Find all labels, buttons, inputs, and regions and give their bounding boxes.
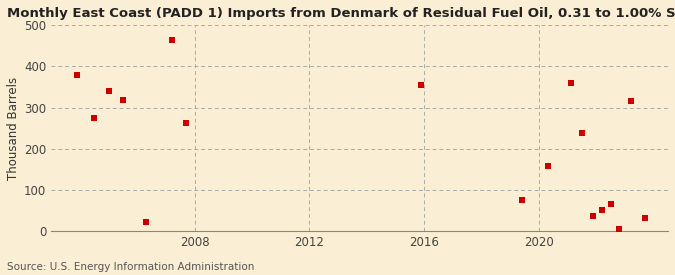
Point <box>181 121 192 125</box>
Point <box>605 202 616 207</box>
Point <box>565 81 576 85</box>
Point <box>640 216 651 220</box>
Point <box>597 208 608 213</box>
Point <box>516 198 527 202</box>
Title: Monthly East Coast (PADD 1) Imports from Denmark of Residual Fuel Oil, 0.31 to 1: Monthly East Coast (PADD 1) Imports from… <box>7 7 675 20</box>
Y-axis label: Thousand Barrels: Thousand Barrels <box>7 76 20 180</box>
Point <box>117 98 128 102</box>
Point <box>140 220 151 224</box>
Point <box>89 116 100 120</box>
Point <box>103 89 114 93</box>
Point <box>72 72 82 77</box>
Point <box>166 37 177 42</box>
Point <box>576 131 587 136</box>
Point <box>588 214 599 218</box>
Point <box>614 227 624 231</box>
Point <box>542 164 553 168</box>
Point <box>625 99 636 104</box>
Point <box>416 83 427 87</box>
Text: Source: U.S. Energy Information Administration: Source: U.S. Energy Information Administ… <box>7 262 254 272</box>
